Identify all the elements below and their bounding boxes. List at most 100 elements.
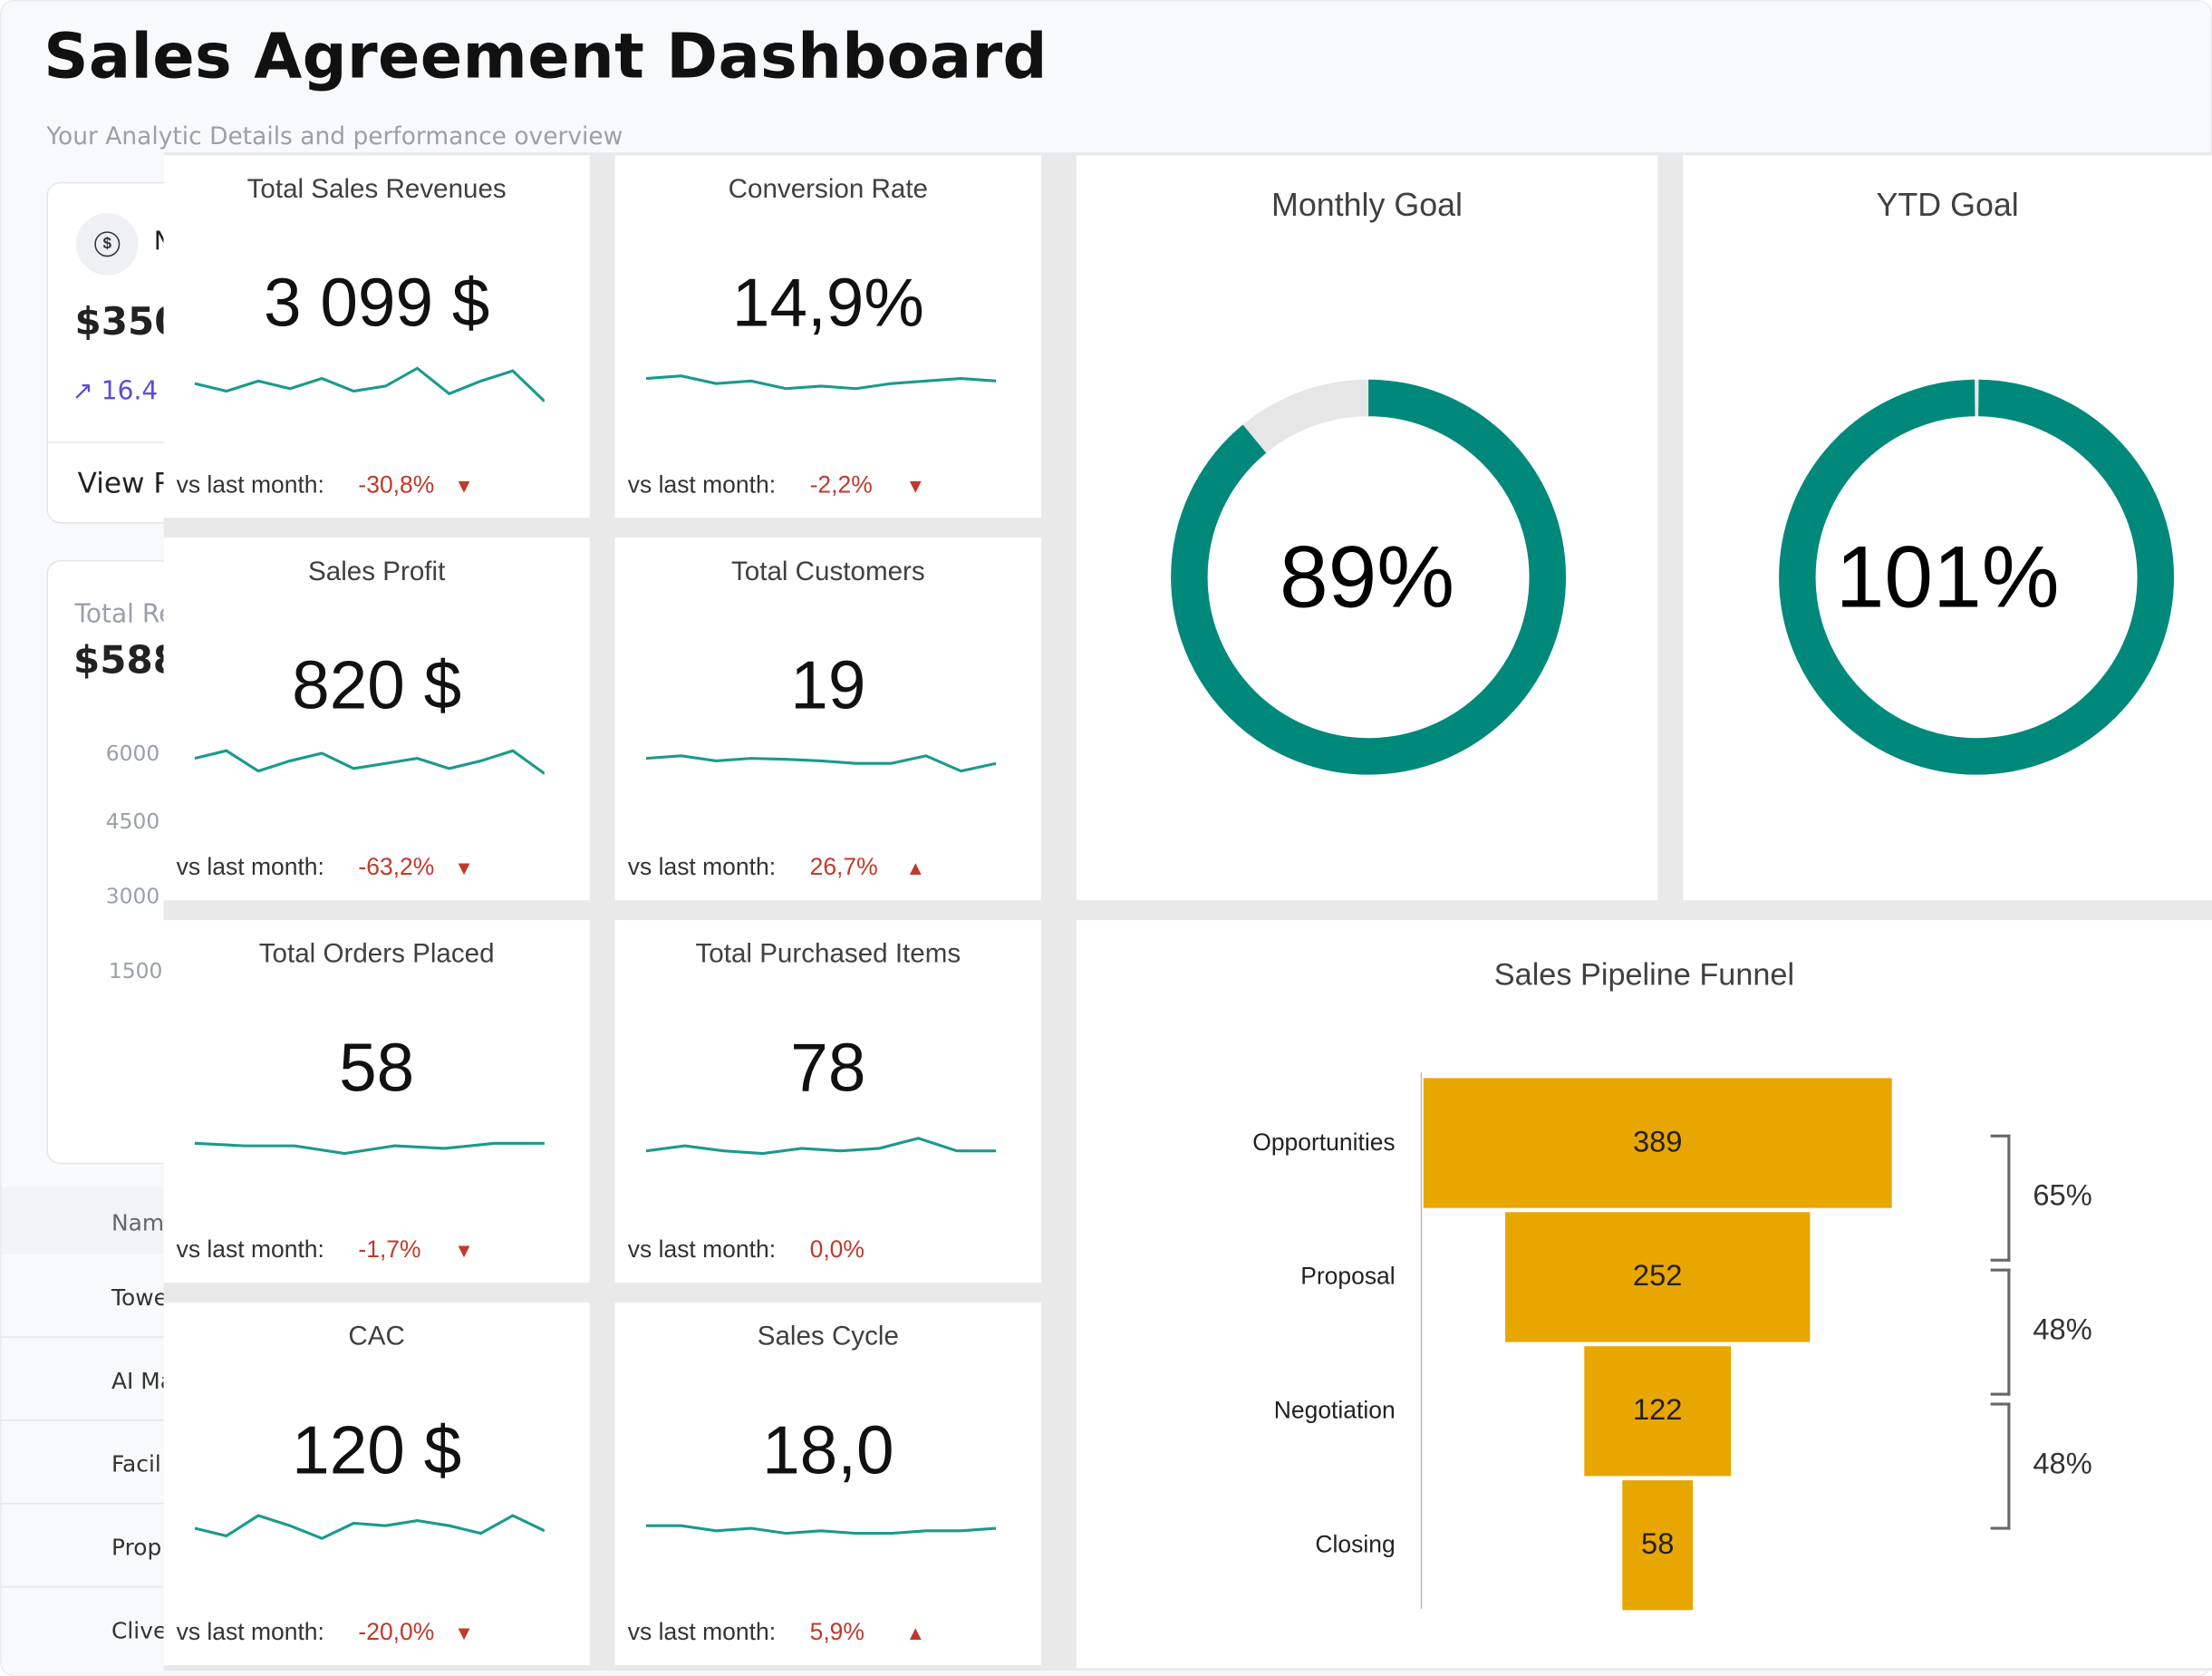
funnel-stage-label: Negotiation <box>1273 1397 1396 1424</box>
kpi-value: 58 <box>339 1032 415 1107</box>
total-revenue-value: $588 <box>72 639 179 683</box>
table-header-name: Nam <box>111 1209 165 1236</box>
kpi-sparkline <box>646 1137 997 1156</box>
table-row[interactable]: Facil <box>111 1450 161 1477</box>
kpi-change: 0,0% <box>809 1235 865 1264</box>
kpi-title: Sales Cycle <box>757 1322 899 1352</box>
vs-last-month-label: vs last month: <box>627 1618 777 1646</box>
kpi-value: 820 $ <box>292 649 462 724</box>
kpi-value: 3 099 $ <box>263 266 490 342</box>
kpi-tile-sales-profit: Sales Profit 820 $ vs last month: -63,2% ▼ <box>163 538 590 901</box>
ytd-goal-panel: YTD Goal 101% <box>1683 155 2212 901</box>
kpi-title: Total Customers <box>730 557 925 587</box>
sparkline-path <box>646 1137 997 1156</box>
view-report-link[interactable]: View R <box>77 465 174 500</box>
kpi-sparkline <box>194 1141 545 1156</box>
kpi-title: Total Sales Revenues <box>246 175 507 205</box>
trend-up-icon: ▲ <box>905 1621 926 1644</box>
conversion-rate-label: 48% <box>2033 1313 2092 1347</box>
total-revenue-label: Total Re <box>74 599 175 630</box>
gauge-title: YTD Goal <box>1876 186 2019 223</box>
sparkline-path <box>194 1141 545 1156</box>
table-row[interactable]: Towe <box>111 1284 168 1312</box>
kpi-sparkline <box>646 754 997 773</box>
kpi-tile-total-sales-revenues: Total Sales Revenues 3 099 $ vs last month… <box>163 155 590 518</box>
gauge-value: 89% <box>1279 528 1455 627</box>
gauge-title: Monthly Goal <box>1271 186 1463 223</box>
card-change: ↗ 16.4 <box>72 376 159 407</box>
kpi-change: -2,2% <box>809 470 873 499</box>
row-divider <box>1 1585 185 1588</box>
kpi-tile-sales-cycle: Sales Cycle 18,0 vs last month: 5,9% ▲ <box>614 1302 1041 1666</box>
table-header <box>1 1187 185 1255</box>
funnel-axis <box>1420 1072 1423 1609</box>
funnel-stage-label: Closing <box>1315 1531 1396 1558</box>
funnel-bar: 252 <box>1505 1212 1810 1342</box>
ytd-goal-donut <box>1779 379 2175 775</box>
kpi-tile-total-customers: Total Customers 19 vs last month: 26,7% ▲ <box>614 538 1041 901</box>
conversion-rate-label: 48% <box>2033 1448 2092 1481</box>
trend-up-icon: ▲ <box>905 856 926 879</box>
kpi-tile-cac: CAC 120 $ vs last month: -20,0% ▼ <box>163 1302 590 1666</box>
dashboard-title: Sales Agreement Dashboard <box>43 21 1048 93</box>
conversion-bracket <box>1990 1268 2011 1396</box>
sparkline-path <box>646 1524 997 1536</box>
y-tick: 4500 <box>105 809 160 835</box>
vs-last-month-label: vs last month: <box>176 1235 324 1264</box>
kpi-sparkline <box>194 749 545 775</box>
funnel-bar: 58 <box>1622 1480 1693 1611</box>
dollar-icon: $ <box>76 213 139 276</box>
vs-last-month-label: vs last month: <box>176 1618 324 1646</box>
kpi-tile-total-orders-placed: Total Orders Placed 58 vs last month: -1,7%… <box>163 920 590 1284</box>
kpi-title: Conversion Rate <box>728 175 929 205</box>
sparkline-path <box>194 1514 545 1540</box>
trend-down-icon: ▼ <box>905 474 926 497</box>
vs-last-month-label: vs last month: <box>627 853 777 881</box>
funnel-stage-label: Proposal <box>1300 1263 1396 1290</box>
kpi-dashboard: Total Sales Revenues 3 099 $ vs last month… <box>163 152 2212 1671</box>
kpi-value: 120 $ <box>292 1413 462 1489</box>
kpi-tile-total-purchased-items: Total Purchased Items 78 vs last month: 0,0… <box>614 920 1041 1284</box>
row-divider <box>1 1502 185 1505</box>
sparkline-path <box>194 366 545 402</box>
monthly-goal-panel: Monthly Goal 89% <box>1076 155 1658 901</box>
kpi-change: -20,0% <box>358 1618 435 1646</box>
row-divider <box>1 1336 185 1338</box>
kpi-value: 19 <box>790 649 866 724</box>
table-row[interactable]: Prop <box>111 1534 162 1561</box>
trend-down-icon: ▼ <box>454 1621 474 1644</box>
kpi-change: 5,9% <box>809 1618 865 1646</box>
funnel-title: Sales Pipeline Funnel <box>1493 956 1795 993</box>
gauge-progress-arc <box>1171 379 1567 775</box>
sparkline-path <box>194 749 545 775</box>
sales-funnel-panel: Sales Pipeline Funnel Opportunities 389 Pr… <box>1076 920 2212 1669</box>
kpi-sparkline <box>646 374 997 391</box>
gauge-value: 101% <box>1835 528 2060 627</box>
kpi-change: 26,7% <box>809 853 878 881</box>
kpi-title: Total Purchased Items <box>695 939 961 970</box>
kpi-change: -30,8% <box>358 470 435 499</box>
funnel-bar: 389 <box>1423 1078 1892 1208</box>
row-divider <box>1 1419 185 1421</box>
y-tick: 1500 <box>108 958 163 984</box>
kpi-sparkline <box>646 1524 997 1536</box>
sparkline-path <box>646 374 997 391</box>
kpi-title: CAC <box>348 1322 405 1352</box>
kpi-value: 18,0 <box>762 1413 894 1489</box>
table-row[interactable]: AI Ma <box>111 1367 175 1395</box>
conversion-bracket <box>1990 1402 2011 1530</box>
vs-last-month-label: vs last month: <box>627 470 777 499</box>
table-row[interactable]: Clive <box>111 1617 168 1644</box>
trend-down-icon: ▼ <box>454 1238 474 1262</box>
y-tick: 3000 <box>105 883 160 909</box>
conversion-bracket <box>1990 1134 2011 1262</box>
vs-last-month-label: vs last month: <box>627 1235 777 1264</box>
card-divider <box>47 441 217 443</box>
kpi-tile-conversion-rate: Conversion Rate 14,9% vs last month: -2,2% ▼ <box>614 155 1041 518</box>
kpi-sparkline <box>194 1514 545 1540</box>
funnel-stage-label: Opportunities <box>1252 1129 1396 1157</box>
dashboard-subtitle: Your Analytic Details and performance ov… <box>46 122 623 151</box>
kpi-sparkline <box>194 366 545 402</box>
conversion-rate-label: 65% <box>2033 1179 2092 1213</box>
funnel-bar: 122 <box>1584 1346 1732 1477</box>
